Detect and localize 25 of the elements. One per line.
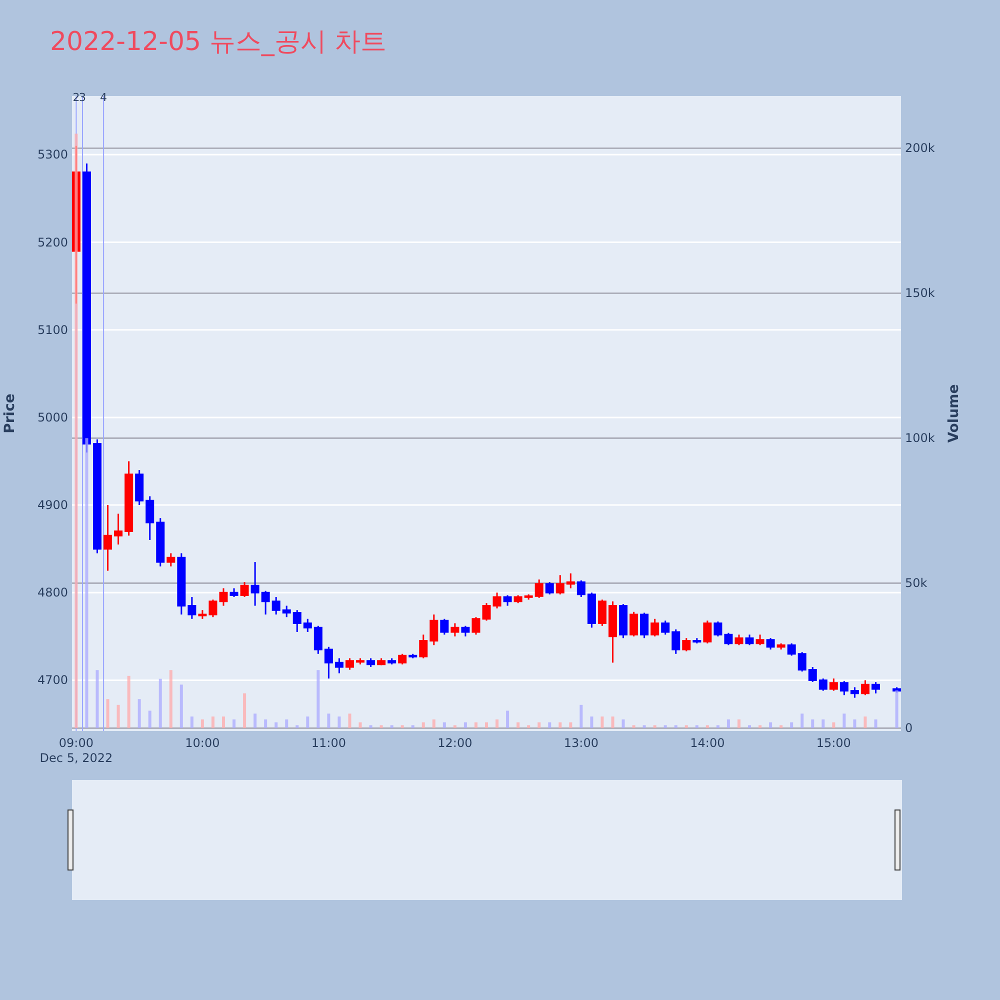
y-axis-title: Price [2, 394, 18, 434]
x-tick-label: 12:00 [438, 736, 472, 750]
x-tick-label: 11:00 [311, 736, 346, 750]
ref-line-label: 2 [72, 91, 80, 104]
y-tick-label: 5200 [37, 235, 68, 250]
y-tick-label: 4900 [37, 498, 68, 512]
y-tick-label: 5300 [37, 148, 68, 162]
y2-tick-label: 100k [905, 431, 935, 446]
x-tick-label: 09:00 Dec 5, 2022 [40, 736, 113, 765]
x-tick-label: 10:00 [185, 736, 220, 750]
ref-line-label: 3 [79, 91, 86, 104]
chart-title: 2022-12-05 뉴스_공시 차트 [50, 27, 387, 57]
y2-tick-label: 150k [905, 286, 935, 300]
y2-tick-label: 200k [905, 141, 935, 156]
y-tick-label: 4800 [37, 586, 68, 600]
y-tick-label: 5000 [37, 410, 68, 424]
x-tick-label: 15:00 [816, 736, 851, 750]
x-tick-label: 14:00 [690, 736, 725, 750]
y-tick-label: 5100 [37, 322, 68, 337]
x-tick-label: 13:00 [564, 736, 598, 750]
y2-tick-label: 0 [905, 721, 913, 736]
y2-axis-title: Volume [946, 384, 962, 443]
y2-tick-label: 50k [905, 576, 928, 590]
ref-line-label: 4 [100, 91, 108, 104]
y-tick-label: 4700 [37, 673, 68, 688]
